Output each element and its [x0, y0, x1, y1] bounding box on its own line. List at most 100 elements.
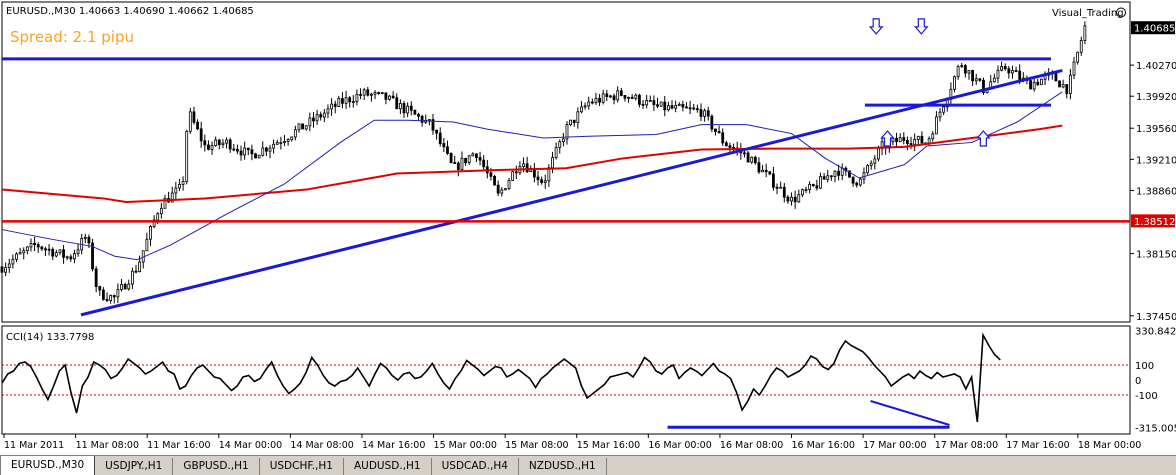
candle-body: [228, 139, 232, 150]
candle-body: [1029, 80, 1032, 90]
candle-body: [272, 143, 276, 149]
candle-body: [601, 93, 605, 103]
candle-body: [304, 125, 308, 130]
candle-body: [377, 92, 381, 94]
cci-divergence-line[interactable]: [870, 400, 950, 426]
candle-body: [909, 143, 913, 145]
candle-body: [565, 124, 569, 140]
candle-body: [40, 246, 44, 250]
candle-body: [250, 149, 254, 155]
ma-fast-line: [1, 91, 1063, 261]
candle-body: [120, 283, 123, 291]
candle-body: [116, 289, 120, 298]
candle-body: [438, 132, 442, 144]
tab-usdjpy-h1[interactable]: USDJPY.,H1: [95, 458, 174, 475]
candle-body: [402, 103, 406, 114]
candle-body: [268, 147, 272, 152]
candle-body: [446, 146, 449, 154]
candle-body: [73, 253, 76, 260]
candle-body: [127, 283, 131, 290]
candle-body: [341, 98, 344, 104]
candle-body: [409, 105, 413, 111]
candle-body: [482, 159, 486, 168]
candle-body: [1054, 72, 1058, 82]
candle-body: [829, 175, 833, 178]
tab-nzdusd-h1[interactable]: NZDUSD.,H1: [519, 458, 607, 475]
tab-usdcad-h4[interactable]: USDCAD.,H4: [432, 458, 519, 475]
cci-tick-label: 330.8422: [1135, 326, 1176, 337]
candle-body: [62, 249, 65, 258]
candle-body: [677, 103, 681, 106]
candle-body: [782, 186, 786, 198]
candle-body: [264, 147, 268, 152]
candle-body: [406, 105, 410, 114]
candle-body: [598, 97, 601, 103]
candle-body: [688, 107, 692, 110]
tab-audusd-h1[interactable]: AUDUSD.,H1: [344, 458, 432, 475]
candle-body: [525, 163, 529, 173]
candle-body: [638, 94, 641, 105]
candle-body: [1068, 74, 1072, 94]
main-pane: 1.40270 1.39920 1.39560 1.39210 1.38860 1.381…: [0, 18, 1176, 323]
candle-body: [590, 101, 594, 104]
candle-body: [569, 119, 573, 125]
current-price-label-bg: [1131, 21, 1175, 35]
candle-body: [337, 98, 341, 107]
candle-body: [757, 162, 761, 173]
candle-body: [413, 109, 417, 115]
candle-body: [44, 248, 47, 251]
candle-body: [76, 249, 80, 254]
candle-body: [1011, 70, 1014, 74]
candle-body: [554, 147, 558, 159]
candle-body: [134, 270, 138, 273]
candle-body: [217, 139, 221, 146]
candle-body: [185, 130, 189, 182]
candle-body: [203, 140, 207, 146]
candle-body: [1018, 70, 1022, 80]
y-tick-label: 1.38150: [1136, 250, 1176, 261]
spread-label: Spread: 2.1 pipu: [10, 28, 134, 46]
candle-body: [427, 119, 431, 121]
arrow-down-icon: [914, 18, 929, 35]
x-tick-label: 16 Mar 00:00: [648, 440, 711, 451]
candle-body: [648, 100, 652, 102]
candle-body: [380, 92, 384, 95]
tab-eurusd-m30[interactable]: EURUSD.,M30: [0, 456, 96, 475]
candle-body: [772, 173, 775, 188]
candle-body: [877, 148, 880, 160]
candle-body: [91, 242, 94, 270]
cci-pane-frame: [1, 325, 1131, 435]
tab-gbpusd-h1[interactable]: GBPUSD.,H1: [173, 458, 260, 475]
candle-body: [196, 121, 199, 130]
trendline[interactable]: [80, 68, 1063, 317]
candle-body: [793, 196, 797, 203]
candles: [0, 21, 1087, 304]
x-tick-label: 15 Mar 08:00: [505, 440, 568, 451]
x-tick-label: 15 Mar 16:00: [577, 440, 640, 451]
cci-tick-label: 0: [1135, 376, 1141, 387]
candle-body: [753, 156, 757, 164]
candle-body: [913, 139, 917, 145]
candle-body: [145, 238, 149, 252]
candle-body: [453, 162, 457, 165]
candle-body: [297, 123, 301, 131]
candle-body: [895, 137, 898, 143]
arrow-down-icon: [868, 18, 884, 35]
candle-body: [384, 92, 388, 100]
candle-body: [703, 110, 707, 117]
x-tick-label: 18 Mar 00:00: [1078, 440, 1141, 451]
candle-body: [605, 93, 609, 97]
candle-body: [152, 219, 156, 227]
candle-body: [768, 171, 772, 175]
candle-body: [29, 242, 33, 248]
candle-body: [105, 299, 109, 301]
y-tick-label: 1.39920: [1136, 92, 1176, 103]
chart-svg[interactable]: 1.40270 1.39920 1.39560 1.39210 1.38860 1.381…: [0, 0, 1176, 455]
candle-body: [764, 169, 768, 173]
candle-body: [800, 189, 804, 196]
tab-usdchf-h1[interactable]: USDCHF.,H1: [260, 458, 344, 475]
candle-body: [786, 196, 790, 202]
y-tick-label: 1.37450: [1136, 312, 1176, 323]
candle-body: [746, 152, 750, 163]
